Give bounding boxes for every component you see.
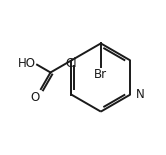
Text: HO: HO (18, 58, 36, 70)
Text: N: N (136, 88, 145, 101)
Text: O: O (30, 91, 40, 104)
Text: Cl: Cl (65, 57, 77, 70)
Text: Br: Br (94, 68, 107, 81)
